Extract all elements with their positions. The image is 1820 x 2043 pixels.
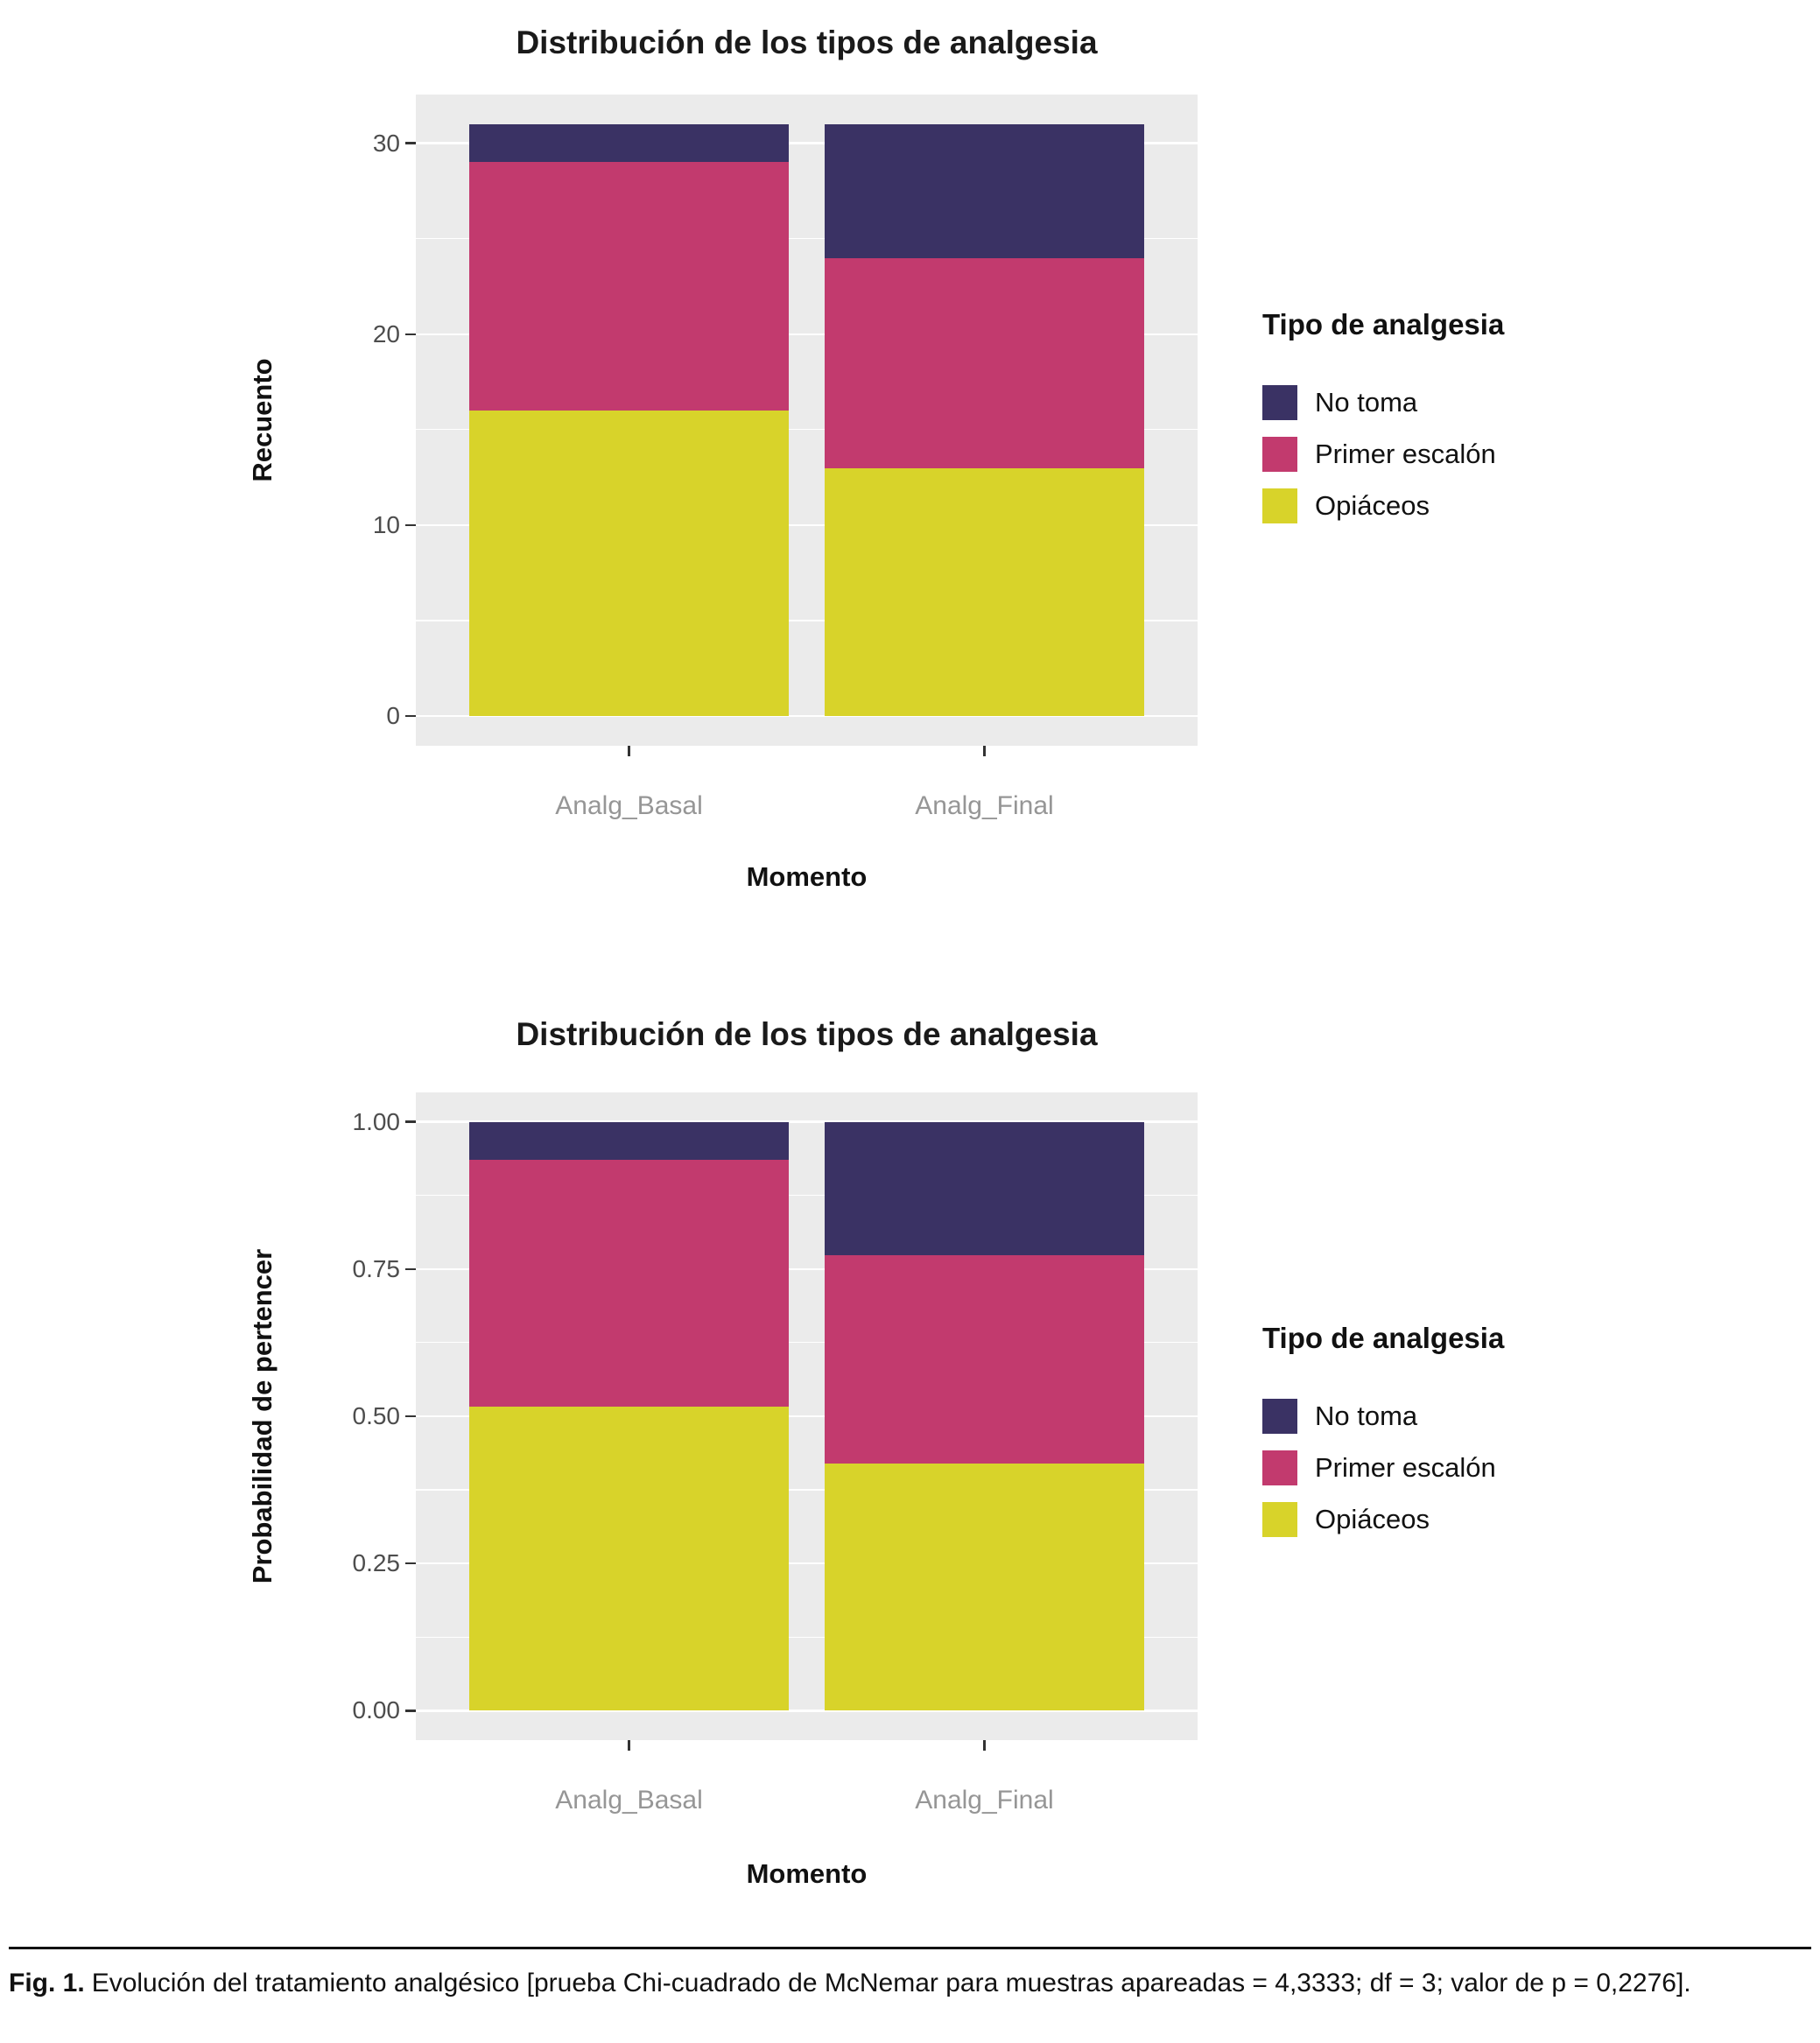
gridline-major <box>416 523 1198 527</box>
x-axis-label: Momento <box>746 861 868 892</box>
y-tick-mark <box>405 1710 416 1712</box>
bar-segment-no_toma <box>468 123 790 163</box>
bar-segment-opiaceos <box>824 467 1145 717</box>
bar-segment-no_toma <box>468 1121 790 1161</box>
bar-segment-primer_escalon <box>824 1254 1145 1464</box>
y-tick-mark <box>405 333 416 336</box>
y-tick-mark <box>405 523 416 527</box>
legend-label: Primer escalón <box>1315 1451 1496 1483</box>
legend-swatch-primer-escalon <box>1262 436 1297 472</box>
legend-label: No toma <box>1315 1400 1418 1431</box>
y-tick-label: 0.75 <box>352 1254 401 1282</box>
caption-text: Evolución del tratamiento analgésico [pr… <box>91 1969 1691 1997</box>
x-tick-label: Analg_Basal <box>555 791 703 820</box>
legend-swatch-no-toma <box>1262 384 1297 420</box>
caption-label: Fig. 1. <box>9 1969 85 1997</box>
x-tick-label: Analg_Final <box>915 791 1054 820</box>
bar-segment-opiaceos <box>468 1407 790 1711</box>
count-chart-figure: Distribución de los tipos de analgesia R… <box>0 0 1820 976</box>
y-tick-label: 10 <box>372 511 400 538</box>
bar-segment-primer_escalon <box>468 1160 790 1408</box>
y-tick-mark <box>405 1120 416 1123</box>
figure-caption: Fig. 1. Evolución del tratamiento analgés… <box>9 1947 1811 2003</box>
x-tick-mark <box>628 746 630 756</box>
x-tick-mark <box>983 746 986 756</box>
legend-title: Tipo de analgesia <box>1262 1322 1505 1354</box>
bar-segment-primer_escalon <box>468 162 790 411</box>
x-axis-label: Momento <box>746 1858 868 1889</box>
y-tick-label: 0.50 <box>352 1402 401 1429</box>
gridline-major <box>416 333 1198 336</box>
gridline-minor <box>416 1195 1198 1197</box>
x-tick-label: Analg_Final <box>915 1786 1054 1815</box>
legend-label: Opiáceos <box>1315 1503 1430 1534</box>
y-tick-mark <box>405 1562 416 1565</box>
y-tick-mark <box>405 714 416 718</box>
gridline-minor <box>416 1489 1198 1491</box>
legend-label: Primer escalón <box>1315 438 1496 469</box>
gridline-major <box>416 1120 1198 1123</box>
gridline-major <box>416 1562 1198 1565</box>
y-tick-label: 1.00 <box>352 1107 401 1135</box>
legend-swatch-primer-escalon <box>1262 1450 1297 1485</box>
gridline-minor <box>416 238 1198 240</box>
y-tick-label: 0.00 <box>352 1696 401 1724</box>
bar-segment-primer_escalon <box>824 257 1145 468</box>
y-axis-label: Probabilidad de pertencer <box>247 1248 278 1584</box>
chart-title: Distribución de los tipos de analgesia <box>516 25 1098 60</box>
bar-segment-no_toma <box>824 123 1145 258</box>
y-tick-label: 30 <box>372 129 400 157</box>
gridline-major <box>416 1267 1198 1271</box>
y-tick-label: 0.25 <box>352 1549 401 1577</box>
y-tick-label: 20 <box>372 319 400 348</box>
bar-segment-opiaceos <box>468 411 790 717</box>
y-tick-mark <box>405 1415 416 1418</box>
y-tick-mark <box>405 1267 416 1271</box>
plot-panel-proportions: 0.00 0.25 0.50 0.75 1.00 Analg_Basal Analg_Fin… <box>353 1092 1198 1815</box>
gridline-minor <box>416 1342 1198 1344</box>
legend-item: Primer escalón <box>1262 428 1504 480</box>
gridline-minor <box>416 1636 1198 1638</box>
gridline-major <box>416 714 1198 718</box>
gridline-minor <box>416 620 1198 621</box>
x-tick-label: Analg_Basal <box>555 1786 703 1815</box>
legend-item: No toma <box>1262 1390 1504 1442</box>
y-axis-label: Recuento <box>247 358 278 482</box>
legend-swatch-opiaceos <box>1262 1501 1297 1537</box>
plot-panel-counts: 0 10 20 30 Analg_Basal Analg_Final <box>373 95 1198 820</box>
legend-item: Opiáceos <box>1262 1493 1504 1545</box>
gridline-major <box>416 1710 1198 1712</box>
x-tick-mark <box>983 1740 986 1751</box>
gridline-major <box>416 142 1198 144</box>
legend-swatch-no-toma <box>1262 1398 1297 1434</box>
y-tick-label: 0 <box>386 702 400 730</box>
legend-label: No toma <box>1315 386 1418 418</box>
chart-title: Distribución de los tipos de analgesia <box>516 1016 1098 1052</box>
y-tick-mark <box>405 142 416 144</box>
legend-label: Opiáceos <box>1315 489 1430 521</box>
legend-item: Primer escalón <box>1262 1442 1504 1493</box>
gridline-major <box>416 1415 1198 1418</box>
x-tick-mark <box>628 1740 630 1751</box>
bar-segment-no_toma <box>824 1121 1145 1255</box>
proportion-chart-figure: Distribución de los tipos de analgesia P… <box>0 976 1820 1904</box>
bar-segment-opiaceos <box>824 1464 1145 1711</box>
legend: Tipo de analgesia No toma Primer escalón… <box>1262 308 1504 531</box>
legend-item: No toma <box>1262 376 1504 428</box>
legend-swatch-opiaceos <box>1262 488 1297 523</box>
legend-item: Opiáceos <box>1262 480 1504 531</box>
legend: Tipo de analgesia No toma Primer escalón… <box>1262 1322 1504 1545</box>
legend-title: Tipo de analgesia <box>1262 308 1505 340</box>
gridline-minor <box>416 429 1198 431</box>
